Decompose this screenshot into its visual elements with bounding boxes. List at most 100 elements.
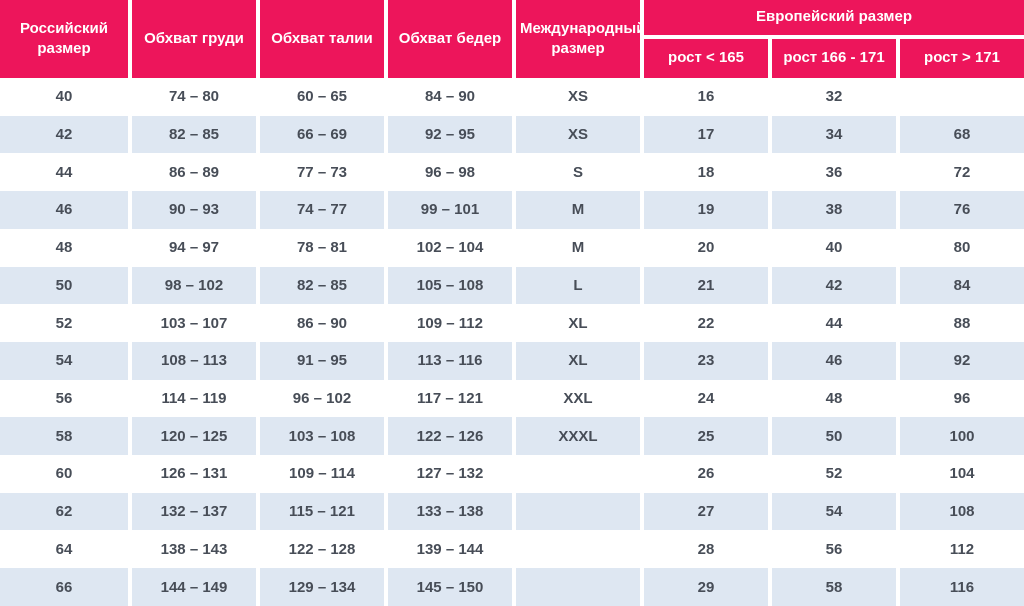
cell-eu-height2: 58 xyxy=(768,568,896,606)
cell-eu-height3: 108 xyxy=(896,492,1024,531)
header-european-group: Европейский размер xyxy=(640,0,1024,39)
cell-eu-height3: 76 xyxy=(896,191,1024,229)
table-row: 44 86 – 89 77 – 73 96 – 98 S 18 36 72 xyxy=(0,153,1024,192)
cell-waist: 86 – 90 xyxy=(256,304,384,342)
cell-russian-size: 44 xyxy=(0,153,128,192)
cell-hips: 92 – 95 xyxy=(384,115,512,154)
cell-chest: 74 – 80 xyxy=(128,78,256,116)
cell-international: XL xyxy=(512,341,640,380)
cell-eu-height3 xyxy=(896,78,1024,116)
table-row: 58 120 – 125 103 – 108 122 – 126 XXXL 25… xyxy=(0,417,1024,456)
cell-hips: 139 – 144 xyxy=(384,530,512,569)
table-row: 62 132 – 137 115 – 121 133 – 138 27 54 1… xyxy=(0,492,1024,531)
cell-waist: 77 – 73 xyxy=(256,153,384,192)
table-row: 52 103 – 107 86 – 90 109 – 112 XL 22 44 … xyxy=(0,304,1024,342)
cell-russian-size: 62 xyxy=(0,492,128,531)
cell-waist: 115 – 121 xyxy=(256,492,384,531)
cell-russian-size: 48 xyxy=(0,228,128,267)
cell-hips: 117 – 121 xyxy=(384,379,512,418)
cell-eu-height1: 25 xyxy=(640,417,768,456)
header-russian-size: Российский размер xyxy=(0,0,128,78)
header-hips: Обхват бедер xyxy=(384,0,512,78)
cell-eu-height3: 104 xyxy=(896,455,1024,493)
cell-chest: 82 – 85 xyxy=(128,115,256,154)
cell-russian-size: 64 xyxy=(0,530,128,569)
table-row: 64 138 – 143 122 – 128 139 – 144 28 56 1… xyxy=(0,530,1024,569)
table-body: 40 74 – 80 60 – 65 84 – 90 XS 16 32 42 8… xyxy=(0,78,1024,606)
cell-russian-size: 52 xyxy=(0,304,128,342)
cell-waist: 60 – 65 xyxy=(256,78,384,116)
cell-waist: 91 – 95 xyxy=(256,341,384,380)
header-waist: Обхват талии xyxy=(256,0,384,78)
cell-eu-height1: 18 xyxy=(640,153,768,192)
cell-international: XS xyxy=(512,115,640,154)
cell-eu-height1: 17 xyxy=(640,115,768,154)
cell-hips: 96 – 98 xyxy=(384,153,512,192)
cell-international: XXXL xyxy=(512,417,640,456)
header-row-top: Российский размер Обхват груди Обхват та… xyxy=(0,0,1024,78)
cell-international: XL xyxy=(512,304,640,342)
table-row: 46 90 – 93 74 – 77 99 – 101 M 19 38 76 xyxy=(0,191,1024,229)
header-height-under-165: рост < 165 xyxy=(640,39,768,78)
cell-eu-height1: 22 xyxy=(640,304,768,342)
cell-eu-height1: 21 xyxy=(640,266,768,305)
cell-eu-height2: 42 xyxy=(768,266,896,305)
cell-chest: 120 – 125 xyxy=(128,417,256,456)
cell-chest: 98 – 102 xyxy=(128,266,256,305)
cell-russian-size: 60 xyxy=(0,455,128,493)
cell-chest: 138 – 143 xyxy=(128,530,256,569)
cell-eu-height1: 23 xyxy=(640,341,768,380)
cell-eu-height2: 40 xyxy=(768,228,896,267)
cell-eu-height2: 46 xyxy=(768,341,896,380)
header-international: Международный размер xyxy=(512,0,640,78)
cell-eu-height3: 112 xyxy=(896,530,1024,569)
cell-hips: 127 – 132 xyxy=(384,455,512,493)
cell-international xyxy=(512,492,640,531)
cell-hips: 99 – 101 xyxy=(384,191,512,229)
cell-chest: 144 – 149 xyxy=(128,568,256,606)
header-row-sub: рост < 165 рост 166 - 171 рост > 171 xyxy=(0,39,1024,78)
cell-eu-height3: 96 xyxy=(896,379,1024,418)
cell-waist: 78 – 81 xyxy=(256,228,384,267)
cell-hips: 122 – 126 xyxy=(384,417,512,456)
table-row: 48 94 – 97 78 – 81 102 – 104 M 20 40 80 xyxy=(0,228,1024,267)
cell-chest: 86 – 89 xyxy=(128,153,256,192)
cell-international xyxy=(512,530,640,569)
cell-eu-height1: 24 xyxy=(640,379,768,418)
cell-hips: 113 – 116 xyxy=(384,341,512,380)
cell-russian-size: 66 xyxy=(0,568,128,606)
cell-eu-height3: 88 xyxy=(896,304,1024,342)
cell-hips: 133 – 138 xyxy=(384,492,512,531)
cell-international xyxy=(512,455,640,493)
cell-eu-height1: 20 xyxy=(640,228,768,267)
cell-eu-height2: 56 xyxy=(768,530,896,569)
cell-eu-height1: 16 xyxy=(640,78,768,116)
cell-waist: 129 – 134 xyxy=(256,568,384,606)
cell-international: M xyxy=(512,191,640,229)
cell-eu-height1: 26 xyxy=(640,455,768,493)
cell-hips: 105 – 108 xyxy=(384,266,512,305)
cell-chest: 90 – 93 xyxy=(128,191,256,229)
table-row: 60 126 – 131 109 – 114 127 – 132 26 52 1… xyxy=(0,455,1024,493)
table-row: 42 82 – 85 66 – 69 92 – 95 XS 17 34 68 xyxy=(0,115,1024,154)
table-row: 66 144 – 149 129 – 134 145 – 150 29 58 1… xyxy=(0,568,1024,606)
header-height-166-171: рост 166 - 171 xyxy=(768,39,896,78)
cell-hips: 109 – 112 xyxy=(384,304,512,342)
cell-waist: 109 – 114 xyxy=(256,455,384,493)
table-row: 40 74 – 80 60 – 65 84 – 90 XS 16 32 xyxy=(0,78,1024,116)
cell-russian-size: 46 xyxy=(0,191,128,229)
cell-chest: 103 – 107 xyxy=(128,304,256,342)
cell-eu-height2: 52 xyxy=(768,455,896,493)
cell-eu-height2: 48 xyxy=(768,379,896,418)
cell-eu-height3: 100 xyxy=(896,417,1024,456)
cell-russian-size: 40 xyxy=(0,78,128,116)
table-header: Российский размер Обхват груди Обхват та… xyxy=(0,0,1024,78)
table-row: 56 114 – 119 96 – 102 117 – 121 XXL 24 4… xyxy=(0,379,1024,418)
cell-eu-height2: 54 xyxy=(768,492,896,531)
cell-international xyxy=(512,568,640,606)
cell-russian-size: 56 xyxy=(0,379,128,418)
cell-eu-height3: 92 xyxy=(896,341,1024,380)
cell-hips: 84 – 90 xyxy=(384,78,512,116)
cell-waist: 103 – 108 xyxy=(256,417,384,456)
